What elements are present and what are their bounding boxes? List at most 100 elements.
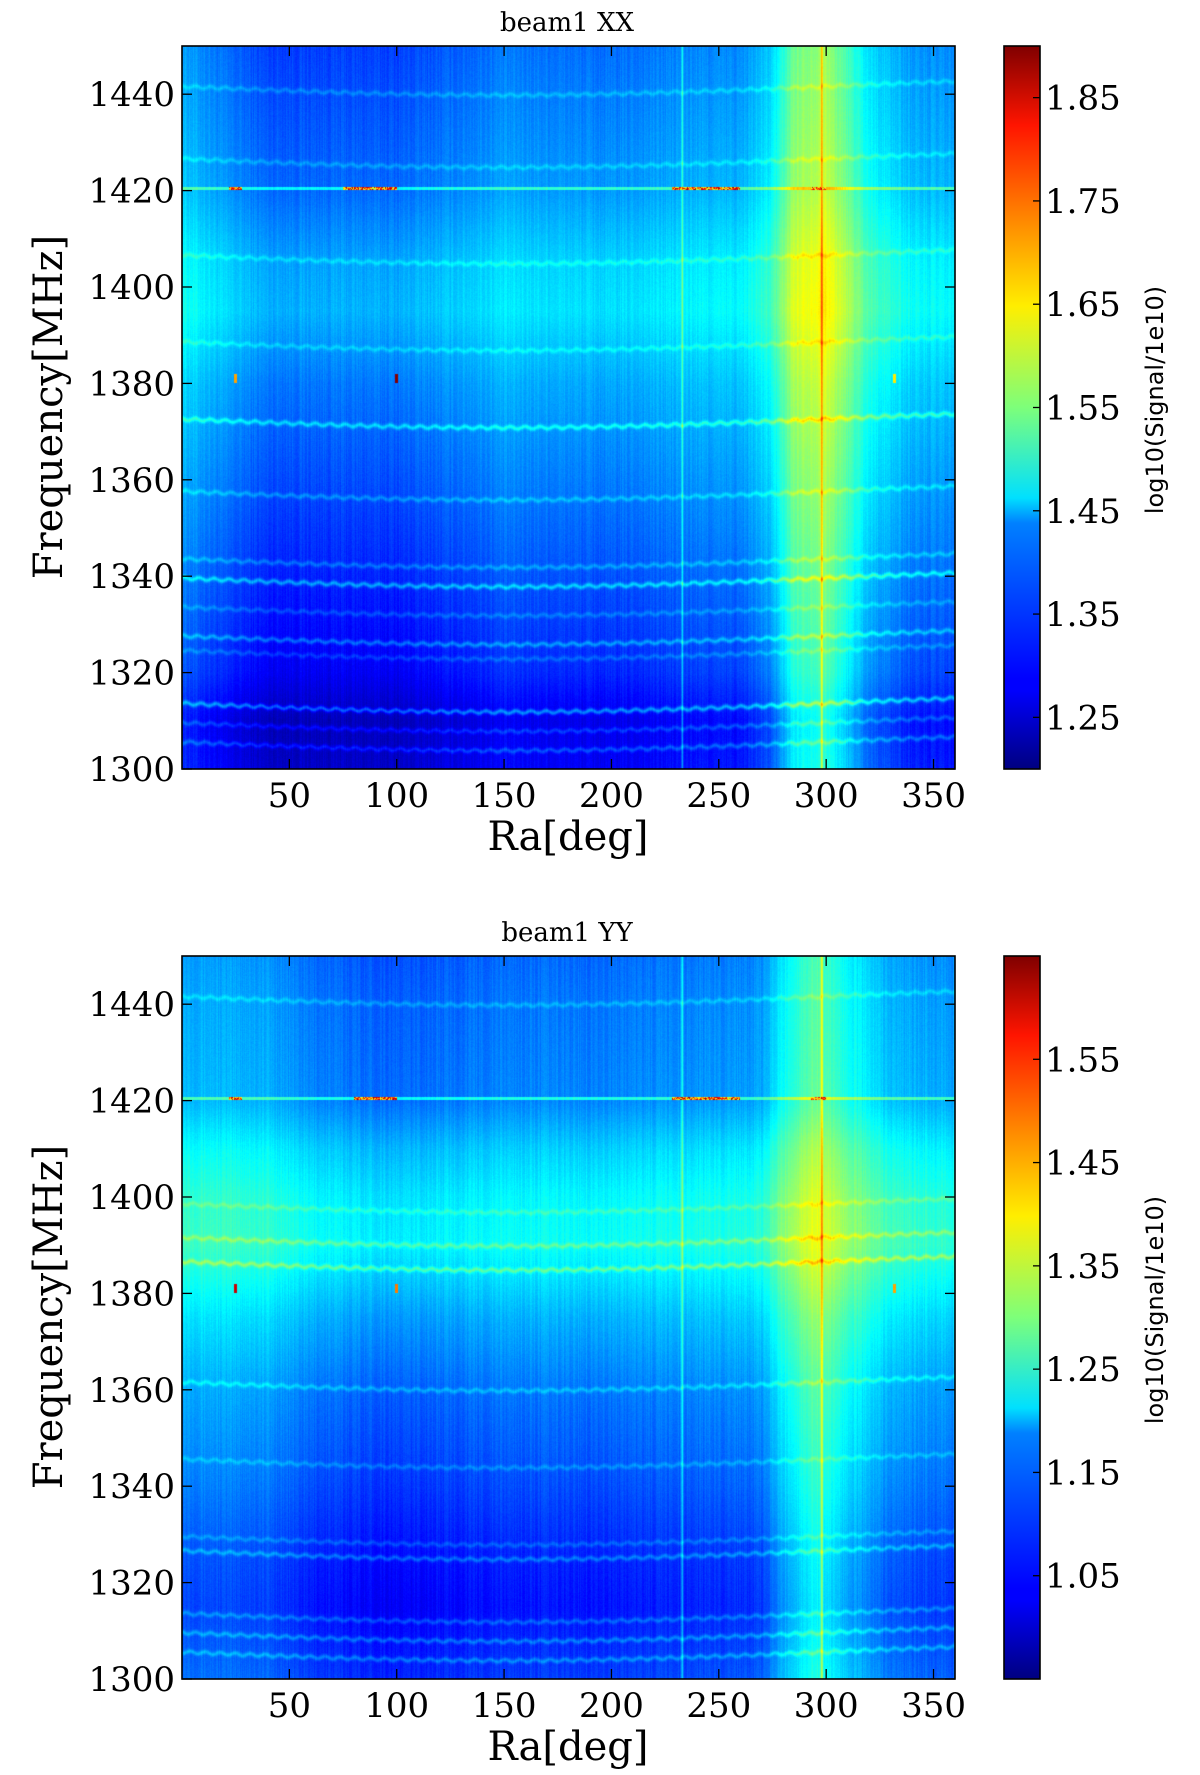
x-tick: 200: [579, 956, 644, 1726]
x-tick: 100: [364, 46, 429, 816]
x-tick-label: 300: [794, 1686, 859, 1726]
y-tick-label: 1320: [88, 1564, 175, 1604]
colorbar-tick-label: 1.05: [1045, 1557, 1121, 1597]
x-tick-label: 200: [579, 1686, 644, 1726]
x-tick-label: 350: [901, 776, 966, 816]
colorbar-tick: 1.55: [1033, 1040, 1121, 1080]
colorbar-tick: 1.85: [1033, 79, 1121, 119]
x-tick: 300: [794, 956, 859, 1726]
y-tick-label: 1440: [88, 75, 175, 115]
y-tick: 1380: [88, 364, 955, 404]
x-tick: 250: [686, 46, 751, 816]
x-tick: 50: [268, 956, 311, 1726]
y-axis-label: Frequency[MHz]: [26, 235, 72, 579]
colorbar-label: log10(Signal/1e10): [1141, 286, 1169, 514]
heatmap-image: [182, 956, 955, 1679]
y-tick-label: 1300: [88, 1660, 175, 1700]
y-tick: 1340: [88, 1467, 955, 1507]
x-tick-label: 150: [472, 776, 537, 816]
colorbar-tick: 1.45: [1033, 1144, 1121, 1184]
axes: 50 100 150 200 250 300 350 1300 1320 1340 1360 1380…: [88, 46, 966, 816]
y-tick: 1340: [88, 557, 955, 597]
y-tick-label: 1340: [88, 557, 175, 597]
colorbar-tick-label: 1.85: [1045, 79, 1121, 119]
colorbar-tick: 1.65: [1033, 285, 1121, 325]
colorbar-tick-label: 1.65: [1045, 285, 1121, 325]
colorbar-tick: 1.15: [1033, 1453, 1121, 1493]
y-axis-label: Frequency[MHz]: [26, 1145, 72, 1489]
x-tick: 350: [901, 956, 966, 1726]
y-tick: 1360: [88, 1371, 955, 1411]
y-tick-label: 1340: [88, 1467, 175, 1507]
y-tick-label: 1440: [88, 985, 175, 1025]
colorbar-tick: 1.35: [1033, 595, 1121, 635]
colorbar-tick-label: 1.55: [1045, 389, 1121, 429]
y-tick: 1360: [88, 461, 955, 501]
x-tick-label: 100: [364, 776, 429, 816]
y-tick: 1420: [88, 1082, 955, 1122]
x-tick-label: 200: [579, 776, 644, 816]
x-tick: 150: [472, 46, 537, 816]
colorbar-tick-label: 1.35: [1045, 595, 1121, 635]
colorbar-tick-label: 1.25: [1045, 1350, 1121, 1390]
x-axis-label: Ra[deg]: [488, 1724, 649, 1770]
y-tick-label: 1420: [88, 172, 175, 212]
colorbar-tick: 1.55: [1033, 389, 1121, 429]
plot-frame: [181, 955, 956, 1680]
colorbar-tick: 1.75: [1033, 182, 1121, 222]
colorbar-tick: 1.35: [1033, 1247, 1121, 1287]
plot-frame: [181, 45, 956, 770]
x-tick: 250: [686, 956, 751, 1726]
chart-title: beam1 YY: [501, 918, 633, 948]
y-tick: 1440: [88, 75, 955, 115]
colorbar-label: log10(Signal/1e10): [1141, 1196, 1169, 1424]
colorbar-tick-label: 1.35: [1045, 1247, 1121, 1287]
y-tick: 1440: [88, 985, 955, 1025]
x-tick: 150: [472, 956, 537, 1726]
y-tick-label: 1420: [88, 1082, 175, 1122]
colorbar-frame: [1003, 955, 1041, 1680]
panel-beam1-xx: beam1 XX 50 100 150 200 250 300 350 1300 1320 134…: [26, 8, 1169, 860]
x-tick-label: 250: [686, 776, 751, 816]
colorbar-tick-label: 1.25: [1045, 698, 1121, 738]
y-tick-label: 1300: [88, 750, 175, 790]
panel-beam1-yy: beam1 YY 50 100 150 200 250 300 350 1300 1320 134…: [26, 918, 1169, 1770]
y-tick-label: 1400: [88, 1178, 175, 1218]
colorbar-tick-label: 1.15: [1045, 1453, 1121, 1493]
y-tick-label: 1380: [88, 1274, 175, 1314]
y-tick-label: 1320: [88, 654, 175, 694]
colorbar-ticks: 1.25 1.35 1.45 1.55 1.65 1.75 1.85: [1033, 79, 1121, 738]
x-tick-label: 50: [268, 776, 311, 816]
colorbar-tick: 1.25: [1033, 698, 1121, 738]
x-tick-label: 350: [901, 1686, 966, 1726]
chart-title: beam1 XX: [500, 8, 635, 38]
y-tick: 1300: [88, 750, 955, 790]
x-axis-label: Ra[deg]: [488, 814, 649, 860]
heatmap-image: [182, 46, 955, 769]
x-tick-label: 100: [364, 1686, 429, 1726]
colorbar-ticks: 1.05 1.15 1.25 1.35 1.45 1.55: [1033, 1040, 1121, 1597]
colorbar: [1004, 956, 1040, 1679]
y-tick-label: 1360: [88, 1371, 175, 1411]
y-tick: 1400: [88, 268, 955, 308]
colorbar-tick: 1.45: [1033, 492, 1121, 532]
y-tick: 1320: [88, 1564, 955, 1604]
x-tick: 200: [579, 46, 644, 816]
axes: 50 100 150 200 250 300 350 1300 1320 1340 1360 1380…: [88, 956, 966, 1726]
y-tick: 1400: [88, 1178, 955, 1218]
x-tick-label: 300: [794, 776, 859, 816]
colorbar-tick-label: 1.75: [1045, 182, 1121, 222]
x-tick: 50: [268, 46, 311, 816]
y-tick: 1320: [88, 654, 955, 694]
x-tick: 350: [901, 46, 966, 816]
x-tick-label: 50: [268, 1686, 311, 1726]
y-tick: 1420: [88, 172, 955, 212]
colorbar-tick-label: 1.55: [1045, 1040, 1121, 1080]
colorbar-tick-label: 1.45: [1045, 1144, 1121, 1184]
y-tick-label: 1360: [88, 461, 175, 501]
y-tick: 1380: [88, 1274, 955, 1314]
colorbar-tick: 1.05: [1033, 1557, 1121, 1597]
y-tick: 1300: [88, 1660, 955, 1700]
x-tick: 300: [794, 46, 859, 816]
